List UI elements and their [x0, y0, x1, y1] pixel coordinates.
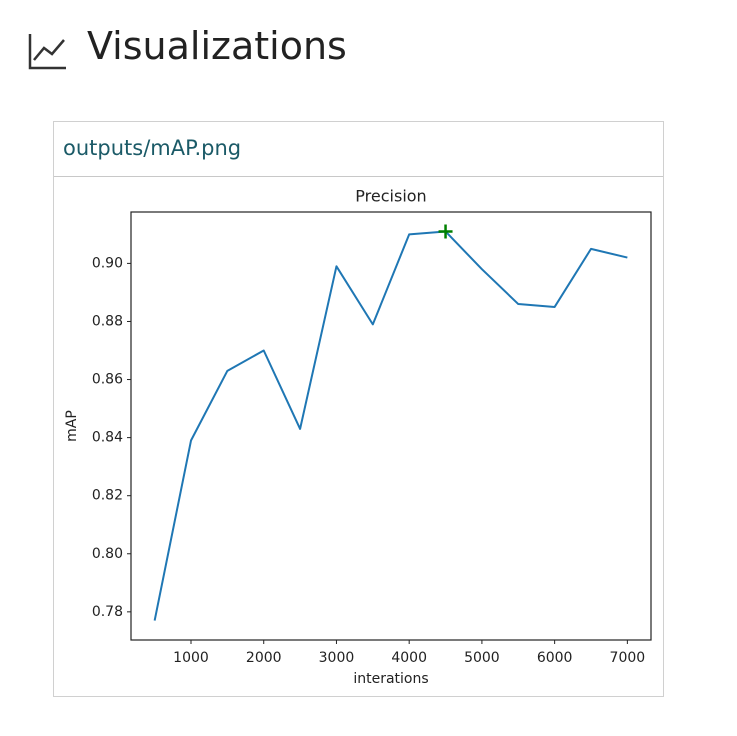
- y-tick-label: 0.86: [92, 372, 123, 388]
- best-marker: [438, 224, 453, 239]
- plot-frame: [130, 211, 652, 641]
- y-tick-label: 0.88: [92, 313, 123, 329]
- image-card: outputs/mAP.png: [53, 121, 664, 697]
- x-tick-label: 2000: [246, 650, 282, 666]
- chart-icon: [28, 34, 66, 70]
- x-tick-label: 6000: [537, 650, 573, 666]
- chart-title: Precision: [355, 187, 426, 206]
- y-axis-label: mAP: [64, 410, 80, 442]
- x-axis-label: interations: [353, 671, 428, 687]
- x-tick-label: 1000: [173, 650, 209, 666]
- x-tick-label: 3000: [319, 650, 355, 666]
- file-link[interactable]: outputs/mAP.png: [63, 136, 242, 160]
- y-tick-label: 0.78: [92, 604, 123, 620]
- y-tick-label: 0.82: [92, 488, 123, 504]
- card-header: outputs/mAP.png: [54, 122, 663, 177]
- y-tick-label: 0.90: [92, 255, 123, 271]
- page-title: Visualizations: [87, 24, 347, 68]
- x-tick-label: 5000: [464, 650, 500, 666]
- y-tick-label: 0.80: [92, 546, 123, 562]
- x-tick-label: 4000: [391, 650, 427, 666]
- x-tick-label: 7000: [610, 650, 646, 666]
- data-line: [153, 230, 628, 621]
- y-tick-label: 0.84: [92, 430, 123, 446]
